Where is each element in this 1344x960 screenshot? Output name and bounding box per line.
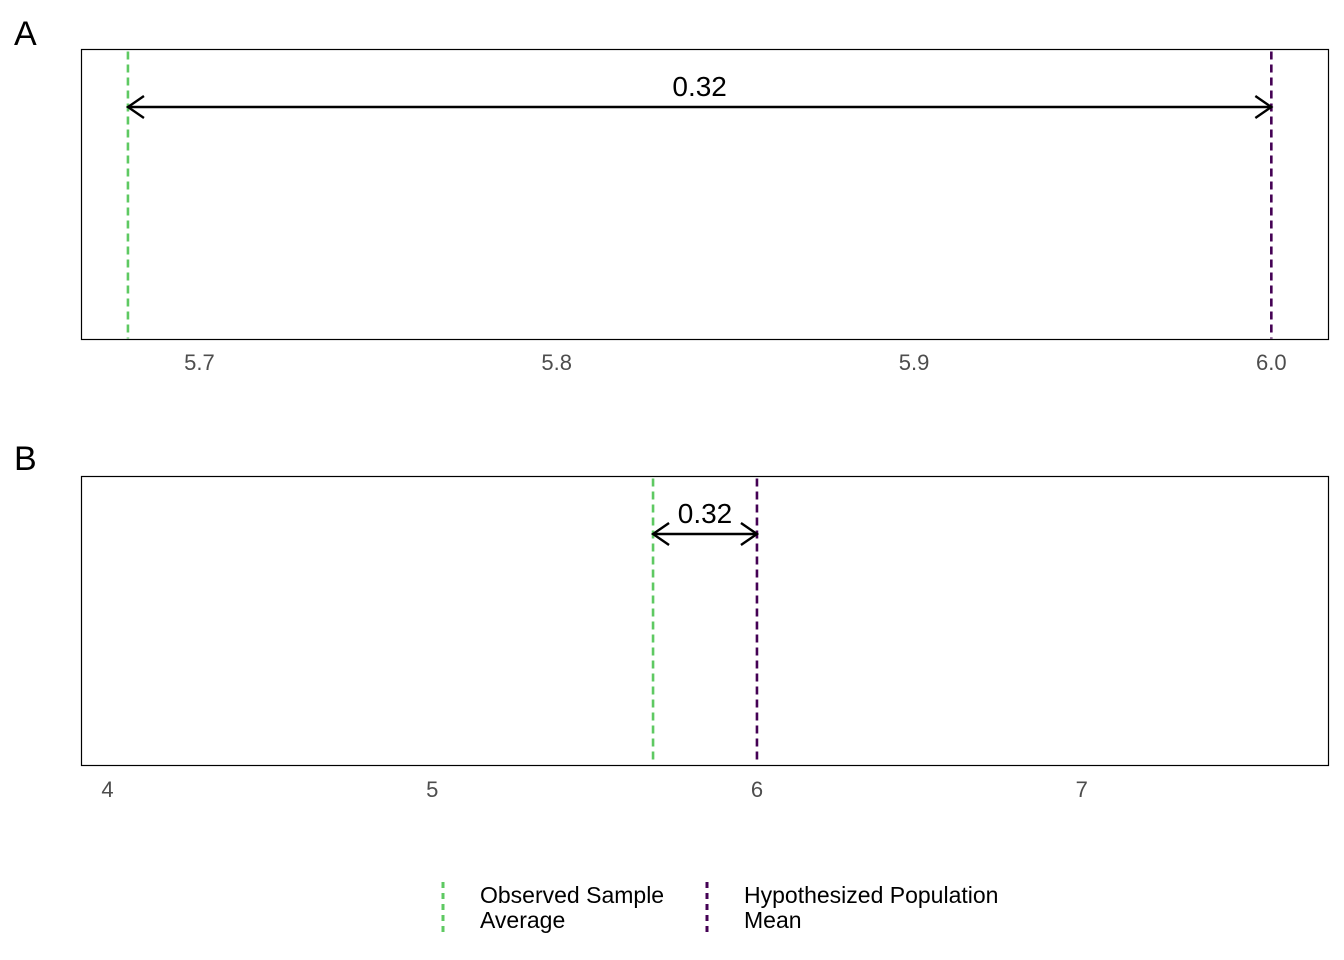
x-tick-label: 7 [1076,777,1088,802]
arrowhead-left [125,95,145,119]
legend-label-observed: Average [480,907,565,933]
plot-frame [80,48,1330,341]
x-tick-label: 5 [426,777,438,802]
legend-label-hypothesized: Hypothesized Population [744,882,998,908]
legend-label-observed: Observed Sample [480,882,664,908]
panel-b: B 4 5 6 7 0.32 [14,440,1330,802]
x-tick-label: 5.8 [541,350,572,375]
arrowhead-left [650,522,670,546]
x-tick-label: 5.9 [899,350,930,375]
x-tick-label: 6 [751,777,763,802]
plot-frame [80,475,1330,767]
difference-label: 0.32 [678,498,733,529]
x-tick-label: 5.7 [184,350,215,375]
arrowhead-right [1254,95,1274,119]
legend-label-hypothesized: Mean [744,907,802,933]
x-tick-label: 4 [101,777,113,802]
x-tick-label: 6.0 [1256,350,1287,375]
panel-tag: A [14,15,37,53]
difference-label: 0.32 [672,71,727,102]
panel-tag: B [14,440,37,478]
arrowhead-right [740,522,760,546]
panel-a: A 5.7 5.8 5.9 6.0 0.32 [14,15,1330,375]
